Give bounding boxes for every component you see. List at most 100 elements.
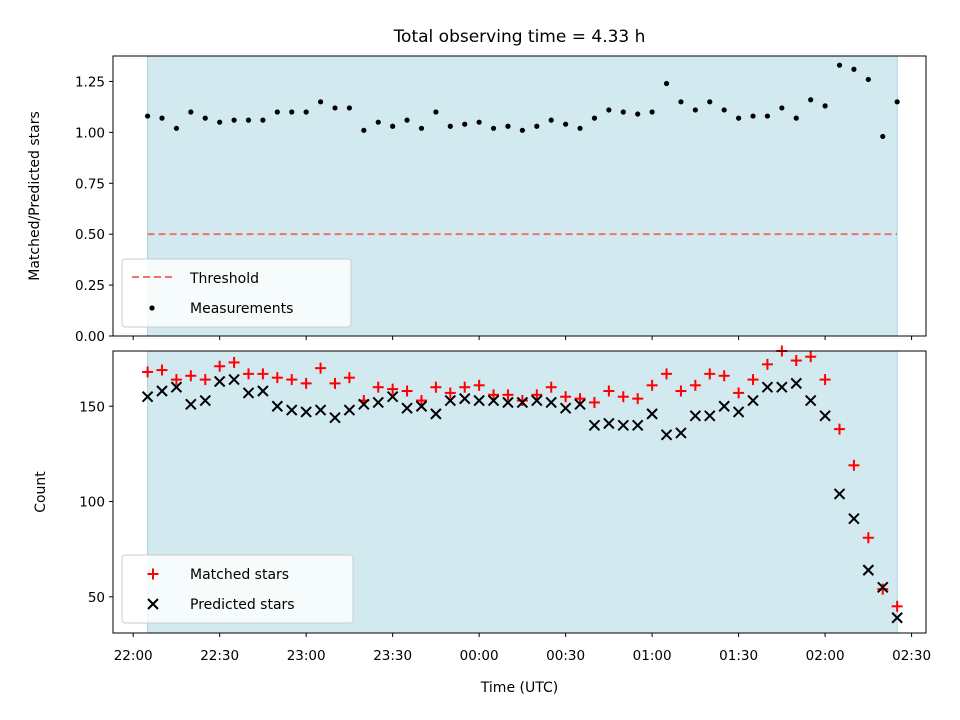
matched-star-point: [199, 374, 211, 386]
matched-star-point: [689, 379, 701, 391]
matched-star-point: [271, 372, 283, 384]
x-tick-label: 01:30: [719, 648, 758, 664]
bottom-y-ticks: 50 100 150: [79, 399, 113, 606]
x-tick-label: 02:00: [806, 648, 845, 664]
measurement-point: [159, 115, 165, 121]
matched-star-point: [848, 459, 860, 471]
measurement-point: [375, 119, 381, 125]
measurement-point: [851, 66, 857, 72]
measurement-point: [173, 125, 180, 131]
y-tick-label: 1.00: [75, 125, 105, 141]
predicted-star-point: [199, 394, 211, 407]
predicted-star-point: [271, 400, 284, 412]
predicted-star-point: [675, 427, 687, 439]
matched-star-point: [502, 389, 514, 401]
matched-star-point: [603, 385, 615, 397]
matched-star-point: [214, 360, 226, 372]
predicted-star-point: [776, 381, 788, 393]
predicted-star-point: [141, 391, 154, 403]
predicted-star-points: [141, 373, 903, 624]
matched-star-point: [675, 385, 687, 397]
predicted-star-point: [833, 488, 846, 500]
x-tick-label: 23:30: [373, 648, 412, 664]
measurement-point: [880, 133, 886, 140]
matched-star-point: [805, 351, 817, 363]
measurement-point: [635, 111, 641, 117]
y-tick-label: 0.00: [75, 329, 105, 345]
matched-star-point: [185, 370, 197, 382]
predicted-star-point: [185, 398, 197, 411]
matched-star-point: [819, 374, 831, 386]
predicted-star-point: [646, 408, 658, 420]
matched-star-point: [632, 393, 644, 405]
legend-predicted-label: Predicted stars: [190, 597, 295, 613]
matched-star-point: [387, 383, 399, 395]
top-axes-frame: [112, 55, 927, 337]
y-tick-label: 50: [88, 590, 105, 606]
predicted-star-point: [314, 404, 327, 416]
matched-star-point: [560, 391, 572, 403]
measurement-point: [779, 105, 785, 111]
matched-star-point: [430, 381, 442, 393]
predicted-star-point: [848, 512, 860, 525]
x-tick-label: 22:30: [200, 648, 239, 664]
matched-star-point: [718, 370, 730, 382]
x-tick-label: 22:00: [114, 648, 153, 664]
measurement-point: [317, 99, 324, 105]
predicted-star-point: [257, 385, 269, 397]
matched-star-point: [286, 374, 298, 386]
predicted-star-point: [689, 410, 702, 422]
y-tick-label: 0.75: [75, 176, 105, 192]
measurement-point: [663, 80, 670, 87]
measurement-point: [563, 121, 569, 127]
matched-star-point: [733, 387, 745, 399]
measurement-point: [447, 123, 453, 129]
matched-star-point: [761, 358, 773, 370]
x-tick-label: 01:00: [633, 648, 672, 664]
predicted-star-point: [747, 394, 759, 407]
predicted-star-point: [372, 396, 384, 409]
legend-measurements-label: Measurements: [190, 301, 293, 317]
matched-star-point: [834, 423, 846, 435]
measurement-point: [418, 125, 425, 131]
predicted-star-point: [718, 400, 730, 412]
legend-x-marker: [147, 598, 159, 610]
predicted-star-point: [631, 419, 644, 432]
matched-star-point: [877, 583, 889, 595]
measurement-point: [577, 125, 583, 131]
matched-star-point: [473, 379, 485, 391]
measurement-point: [649, 109, 655, 115]
top-y-axis-label: Matched/Predicted stars: [27, 111, 43, 281]
predicted-star-point: [790, 377, 802, 390]
measurement-point: [188, 109, 194, 115]
measurement-point: [245, 117, 252, 123]
measurement-point: [808, 97, 814, 103]
predicted-star-point: [228, 373, 240, 386]
legend-plus-marker: [147, 568, 159, 580]
measurement-point: [390, 123, 396, 129]
matched-star-point: [329, 377, 341, 389]
predicted-star-point: [156, 385, 168, 397]
matched-star-point: [646, 379, 658, 391]
measurement-point: [606, 107, 612, 113]
y-tick-label: 100: [79, 495, 105, 511]
top-legend: Threshold Measurements: [121, 258, 352, 328]
chart-title: Total observing time = 4.33 h: [393, 27, 646, 47]
matched-star-point: [300, 377, 312, 389]
predicted-star-point: [704, 410, 716, 422]
measurement-point: [332, 105, 338, 111]
x-tick-label: 23:00: [287, 648, 326, 664]
predicted-star-point: [300, 406, 312, 418]
predicted-star-point: [415, 400, 428, 412]
measurement-point: [620, 109, 626, 115]
predicted-star-point: [516, 396, 529, 409]
measurement-point: [519, 127, 525, 133]
predicted-star-point: [343, 404, 356, 416]
predicted-star-point: [242, 387, 255, 399]
matched-star-point: [415, 395, 427, 407]
measurement-point: [433, 109, 439, 115]
matched-star-point: [170, 374, 182, 386]
measurement-point: [692, 107, 698, 113]
measurement-point: [217, 119, 223, 125]
